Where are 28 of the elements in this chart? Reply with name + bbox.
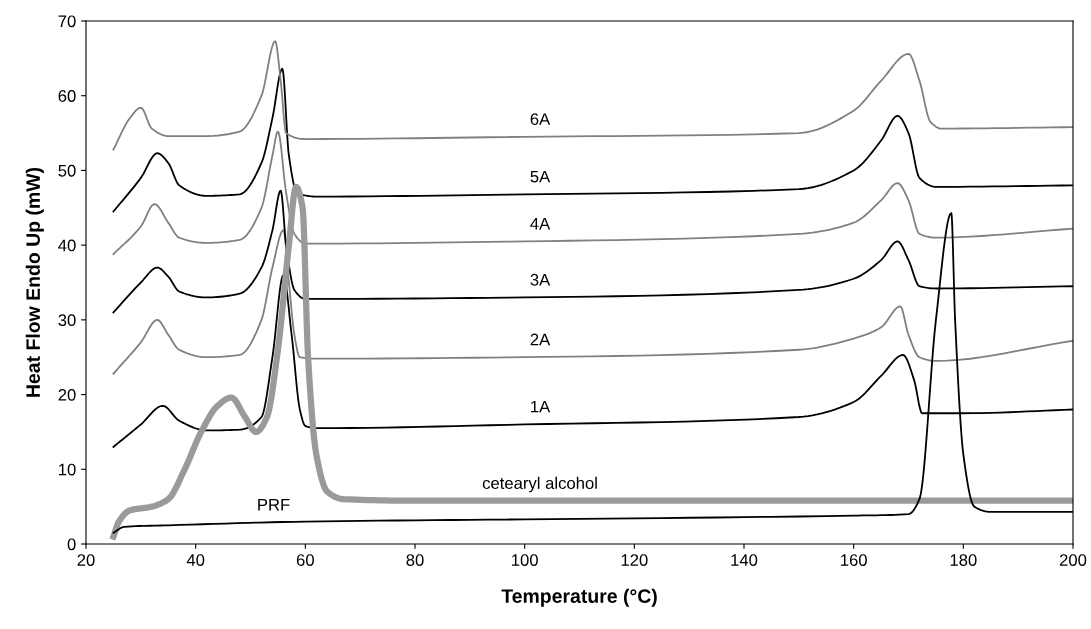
y-tick-label: 40 [58, 239, 76, 252]
y-tick-label: 50 [58, 164, 76, 177]
series-label: 2A [530, 333, 551, 346]
x-axis-title: Temperature (°C) [501, 588, 657, 607]
y-tick-label: 30 [58, 314, 76, 327]
x-tick-label: 120 [621, 554, 648, 566]
x-tick-label: 100 [512, 554, 538, 566]
series-label: cetearyl alcohol [482, 476, 597, 493]
y-tick-label: 0 [67, 538, 76, 551]
series-label: 3A [530, 273, 551, 286]
x-tick-label: 180 [950, 554, 977, 566]
x-tick-label: 160 [841, 554, 867, 566]
x-tick-label: 60 [296, 554, 314, 566]
y-tick-label: 10 [59, 463, 76, 476]
y-tick-label: 70 [58, 15, 76, 28]
series-label: 5A [530, 170, 551, 183]
y-tick-label: 20 [58, 388, 76, 401]
y-axis-title: Heat Flow Endo Up (mW) [25, 167, 44, 397]
y-tick-label: 60 [58, 90, 76, 102]
x-tick-label: 140 [731, 554, 758, 566]
series-label: 1A [531, 400, 551, 413]
x-tick-label: 80 [406, 554, 424, 566]
series-label: PRF [258, 498, 290, 511]
x-tick-label: 40 [186, 554, 205, 566]
series-label: 4A [530, 217, 551, 230]
series-label: 6A [530, 113, 551, 126]
x-tick-label: 200 [1059, 554, 1087, 566]
x-tick-label: 20 [77, 554, 95, 566]
